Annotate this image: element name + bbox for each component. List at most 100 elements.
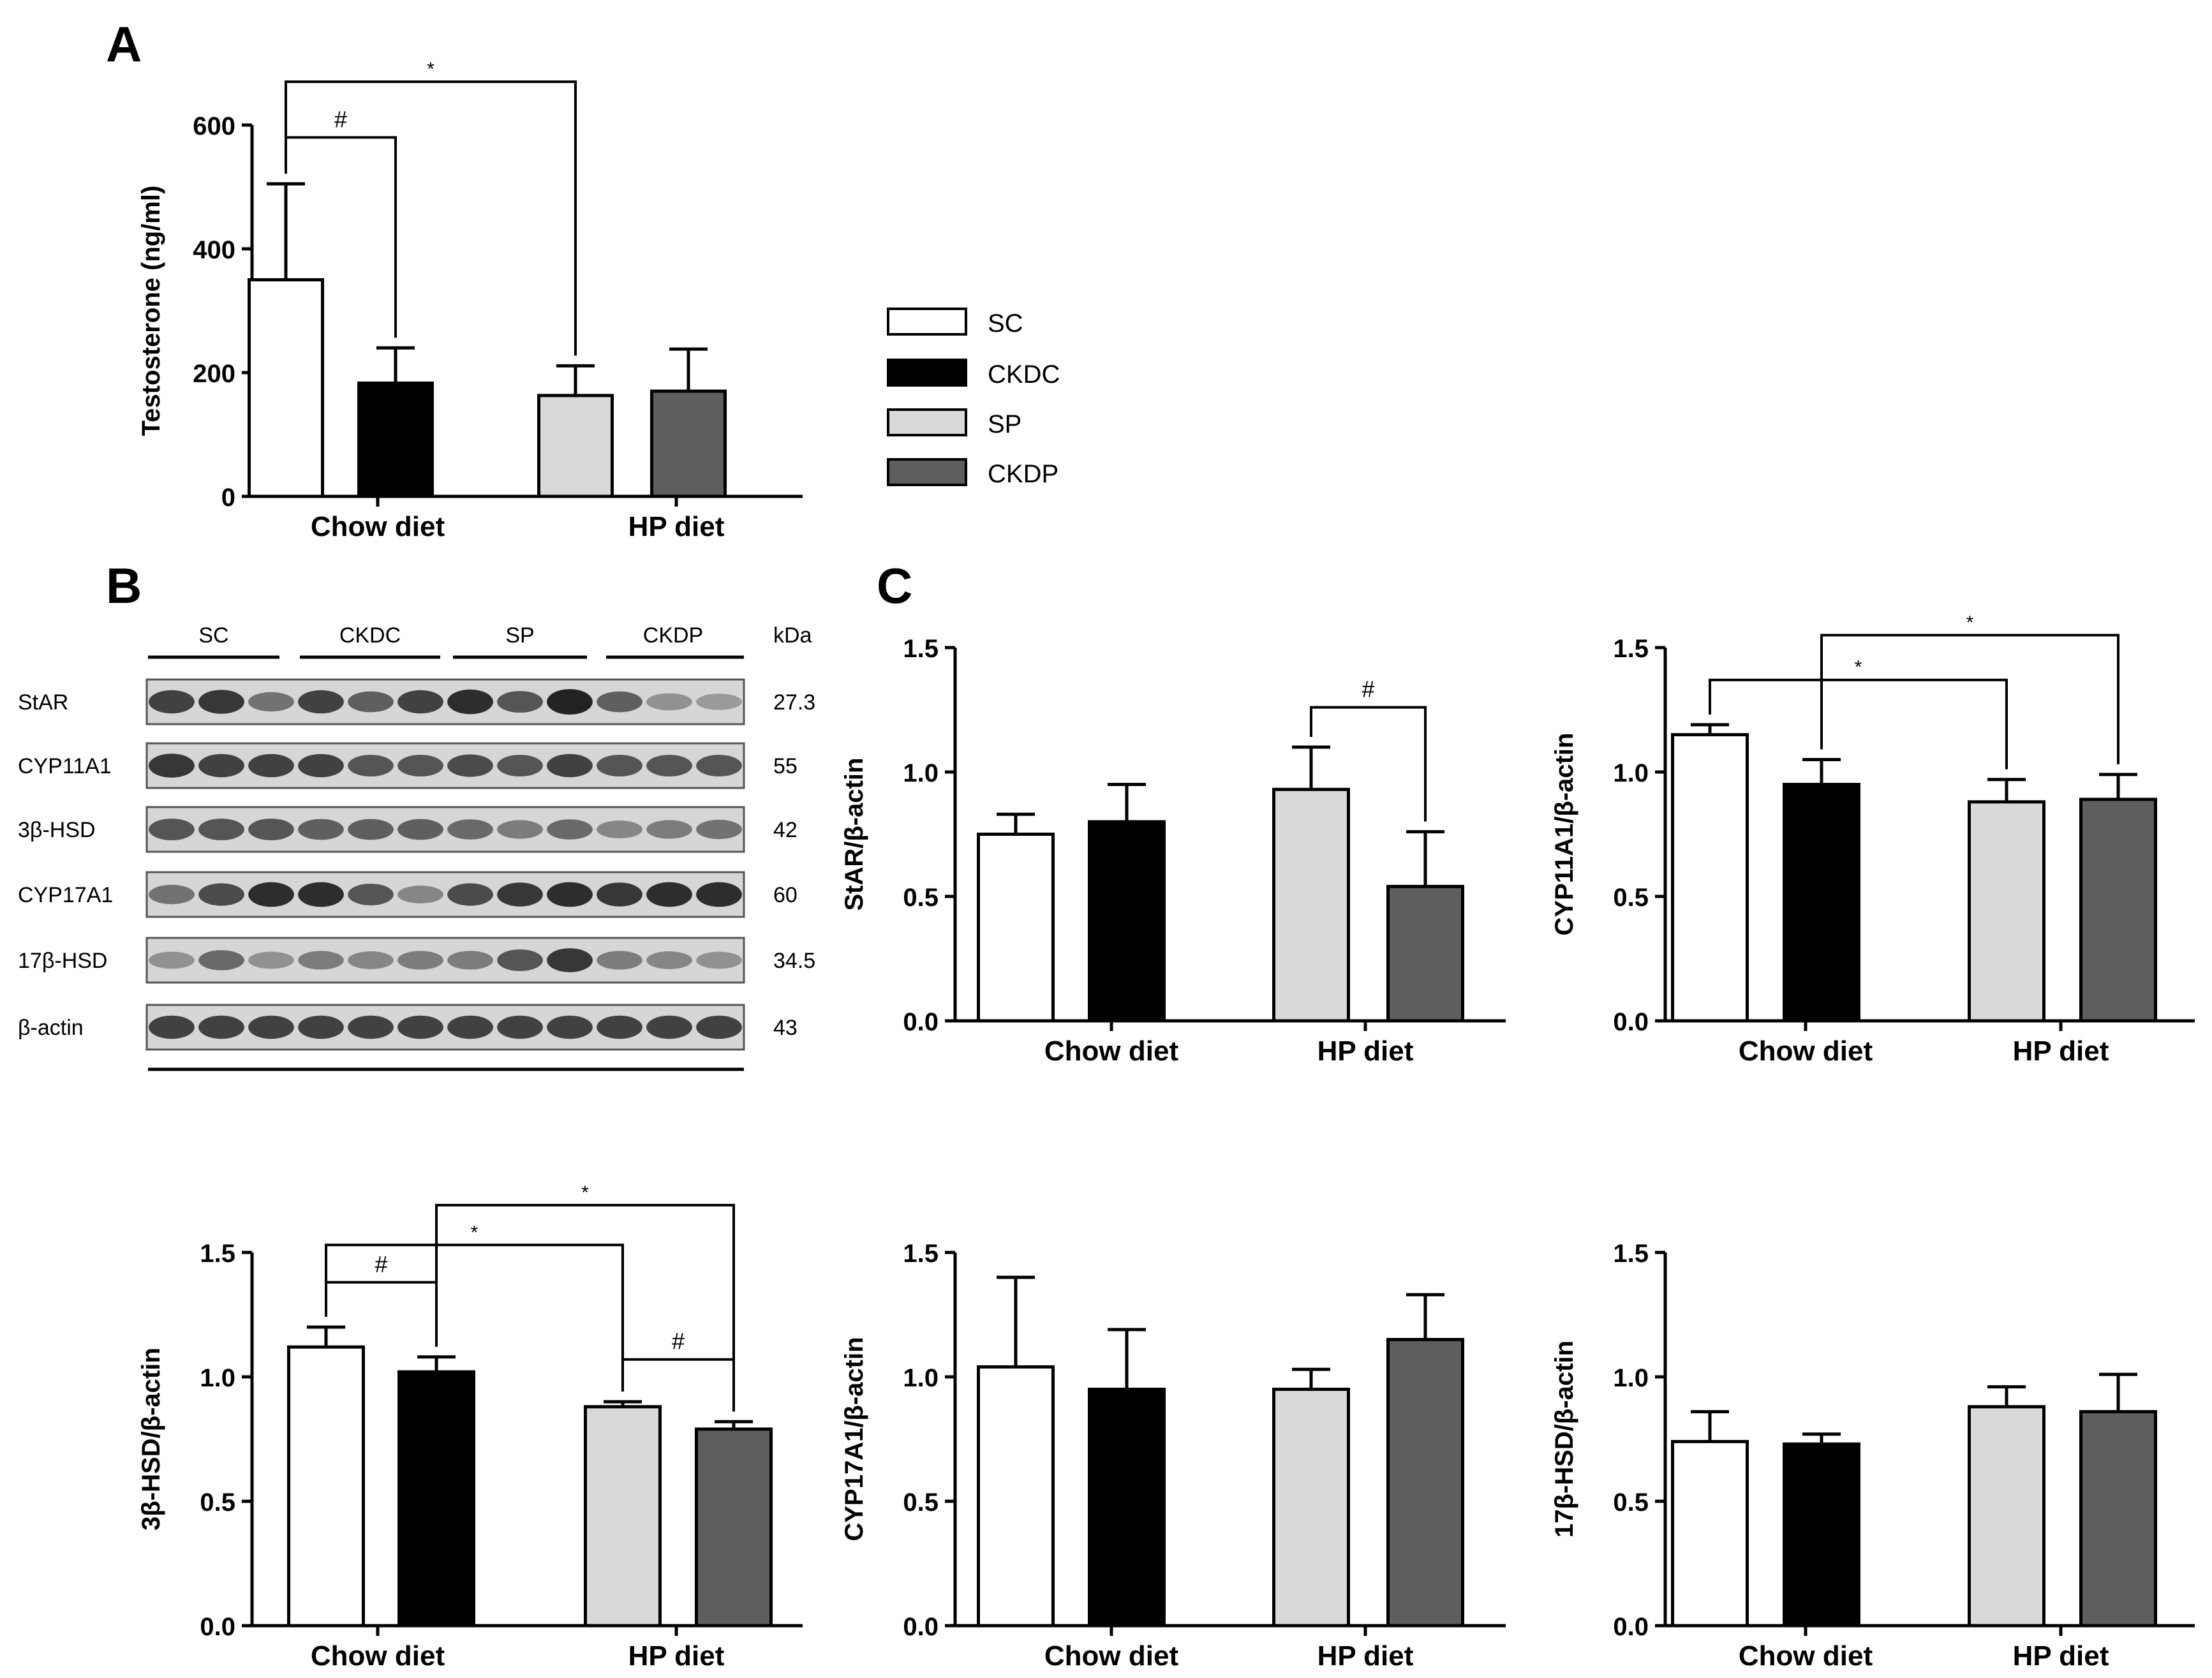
blot-kda-value: 27.3	[773, 690, 815, 715]
blot-protein-label: CYP11A1	[18, 754, 112, 778]
y-tick-label: 0.5	[1613, 1489, 1649, 1517]
x-tick-label: Chow diet	[1044, 1640, 1179, 1672]
blot-kda-value: 34.5	[773, 949, 815, 973]
legend-swatch-sp	[887, 408, 967, 436]
significance-bracket	[621, 1358, 735, 1412]
y-tick-label: 600	[193, 112, 235, 140]
y-tick-label: 0.0	[903, 1008, 939, 1036]
blot-kda-value: 55	[773, 754, 798, 778]
blot-row: CYP11A1 55	[18, 742, 798, 789]
blot-group-label: SP	[505, 623, 534, 648]
blot-band	[547, 819, 593, 840]
y-tick-label: 1.5	[903, 1240, 939, 1268]
panel-label-c: C	[877, 558, 912, 614]
y-tick-label: 1.5	[200, 1240, 235, 1268]
blot-band	[547, 882, 593, 907]
blot-band	[696, 694, 742, 710]
blot-strip	[145, 678, 745, 725]
blot-band	[597, 691, 642, 713]
blot-band	[298, 1015, 344, 1039]
blot-band	[447, 754, 493, 777]
blot-band	[397, 819, 443, 840]
bar-sp	[1968, 800, 2045, 1023]
blot-band	[597, 755, 642, 776]
blot-kda-value: 43	[773, 1016, 798, 1040]
blot-band	[547, 1015, 593, 1039]
blot-band	[348, 951, 394, 969]
blot-row: CYP17A1 60	[18, 871, 798, 918]
bar-sc	[977, 1365, 1055, 1628]
blot-strip	[145, 937, 745, 984]
blot-protein-label: β-actin	[18, 1016, 84, 1040]
bar-sc	[977, 833, 1055, 1023]
y-tick-label: 0	[221, 484, 235, 512]
blot-band	[198, 1015, 244, 1039]
blot-band	[646, 1015, 692, 1039]
blot-group-label: CKDC	[339, 623, 401, 648]
significance-bracket	[325, 1244, 624, 1392]
legend-swatch-ckdc	[887, 359, 967, 387]
blot-band	[149, 754, 195, 778]
y-tick-label: 0.5	[903, 884, 939, 912]
blot-protein-label: 3β-HSD	[18, 818, 96, 842]
significance-label: *	[427, 59, 434, 80]
y-tick-label: 400	[193, 236, 235, 264]
blot-band	[348, 884, 394, 905]
blot-band	[447, 1015, 493, 1039]
blot-protein-label: 17β-HSD	[18, 949, 107, 973]
blot-band	[696, 1015, 742, 1039]
y-tick-label: 1.5	[903, 635, 939, 663]
legend-label-ckdp: CKDP	[988, 460, 1058, 488]
blot-row: 17β-HSD 34.5	[18, 937, 815, 984]
blot-band	[248, 819, 294, 840]
blot-band	[547, 689, 593, 715]
significance-label: #	[375, 1251, 387, 1277]
significance-label: *	[1966, 613, 1974, 634]
blot-protein-label: StAR	[18, 690, 68, 715]
blot-band	[597, 1015, 642, 1039]
bar-sc	[1671, 1439, 1749, 1628]
bar-sp	[584, 1405, 662, 1628]
blot-row: 3β-HSD 42	[18, 806, 798, 853]
blot-band	[447, 819, 493, 840]
blot-band	[447, 689, 493, 715]
bar-sc	[1671, 733, 1749, 1023]
blot-kda-value: 42	[773, 818, 798, 842]
blot-band	[397, 951, 443, 970]
significance-bracket	[1820, 634, 2119, 764]
blot-band	[597, 951, 642, 970]
y-tick-label: 0.0	[200, 1613, 235, 1641]
chart-c4: 0.0 0.5 1.0 1.5 Chow diet HP diet CYP17A1/β-ac…	[840, 1240, 1506, 1672]
y-axis-label: 17β-HSD/β-actin	[1550, 1340, 1578, 1538]
blot-band	[397, 1015, 443, 1039]
blot-strip	[145, 806, 745, 853]
legend-label-sc: SC	[988, 309, 1023, 338]
blot-band	[497, 820, 543, 839]
y-tick-label: 1.0	[903, 1364, 939, 1392]
y-tick-label: 1.5	[1613, 1240, 1649, 1268]
bar-ckdc	[1088, 1388, 1166, 1628]
blot-band	[348, 1015, 394, 1039]
x-tick-label: Chow diet	[311, 1640, 445, 1672]
blot-band	[646, 820, 692, 839]
bar-ckdp	[1386, 1338, 1464, 1628]
blot-band	[696, 819, 742, 840]
significance-bracket	[1310, 706, 1427, 822]
panel-labels: A B C	[106, 16, 912, 614]
significance-bracket	[1709, 678, 2008, 769]
significance-label: *	[471, 1222, 479, 1243]
y-axis-label: 3β-HSD/β-actin	[137, 1348, 165, 1531]
blot-band	[248, 1015, 294, 1039]
y-tick-label: 1.0	[1613, 1364, 1649, 1392]
x-tick-label: Chow diet	[1739, 1036, 1873, 1067]
blot-band	[198, 950, 244, 970]
western-blot: SC CKDC SP CKDP kDa StAR 27.3 CYP11A1 55 3β-HSD 42…	[18, 623, 815, 1071]
blot-band	[447, 883, 493, 906]
blot-band	[298, 690, 344, 714]
blot-group-label: CKDP	[643, 623, 703, 648]
significance-bracket	[435, 1203, 735, 1412]
y-tick-label: 0.5	[1613, 884, 1649, 912]
panel-label-a: A	[106, 16, 142, 72]
legend-label-sp: SP	[988, 410, 1021, 438]
